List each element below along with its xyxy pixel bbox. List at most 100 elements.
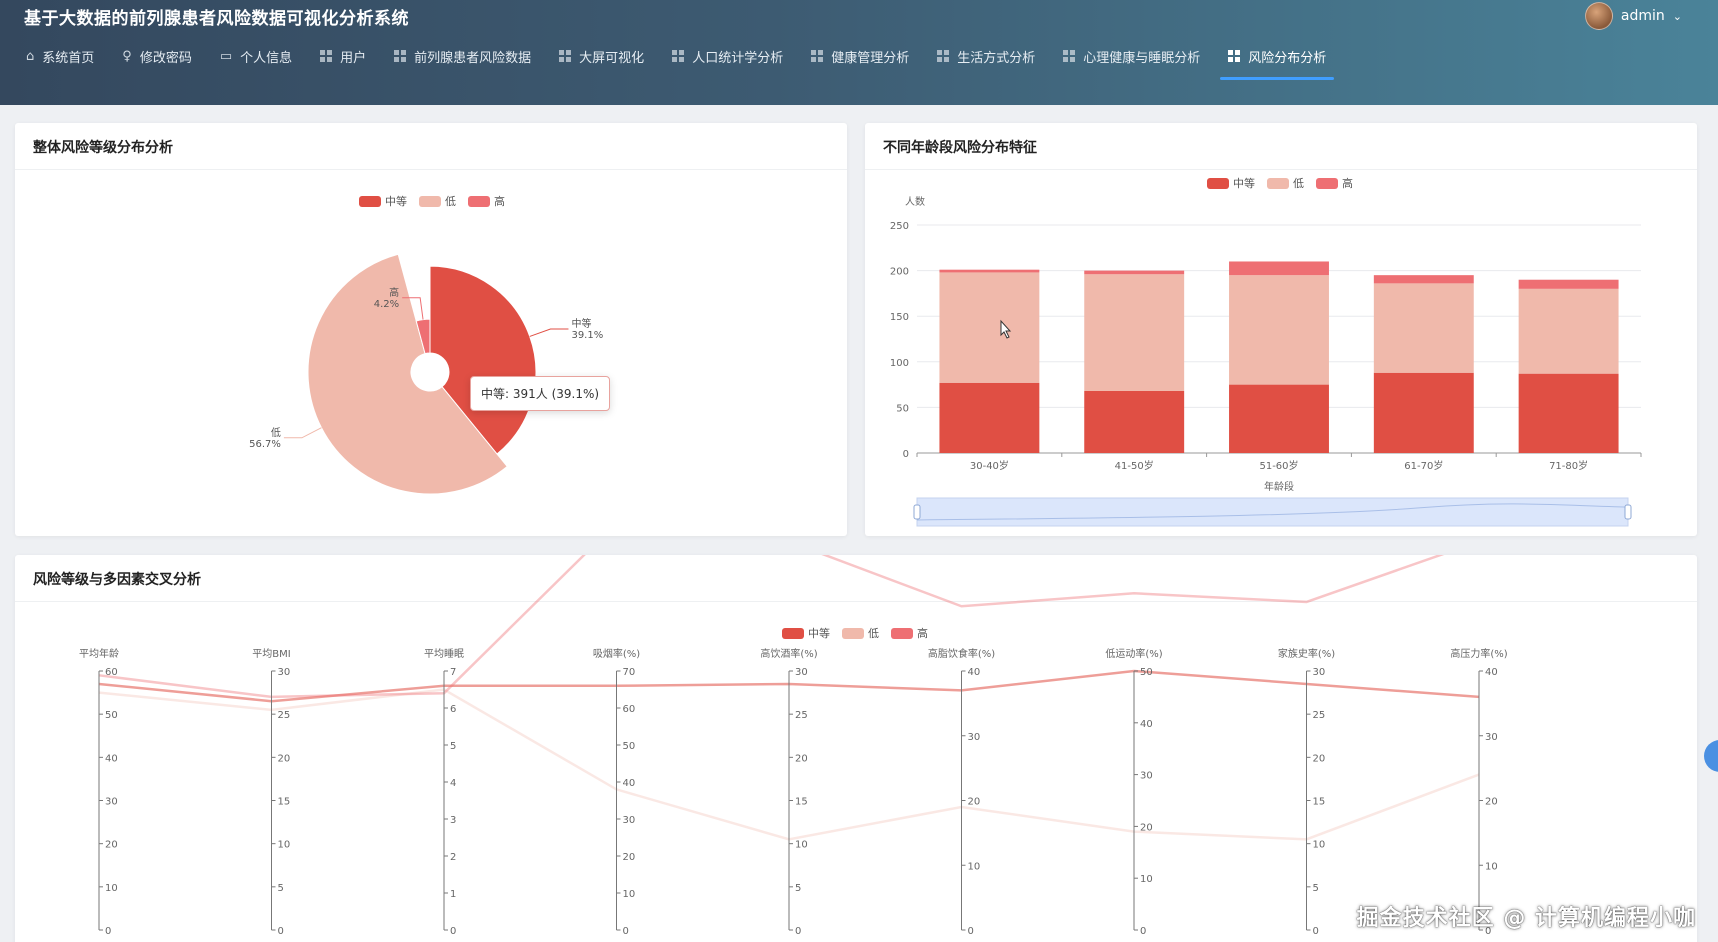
nav-item-3[interactable]: 用户 <box>306 36 380 76</box>
parallel-axis-name: 高脂饮食率(%) <box>928 647 995 660</box>
pie-slice-2 <box>415 318 431 355</box>
parallel-tick-label: 20 <box>623 852 636 863</box>
nav-item-label: 风险分布分析 <box>1248 50 1327 66</box>
age-bar-card: 不同年龄段风险分布特征 中等 低 高 0 50 100 150 200 250 人数 30-40岁… <box>865 123 1697 536</box>
legend-label: 高 <box>1342 177 1353 190</box>
legend-item[interactable]: 低 <box>419 193 456 209</box>
parallel-tick-label: 50 <box>1140 667 1153 678</box>
top-header: 基于大数据的前列腺患者风险数据可视化分析系统 admin ⌄ ⌂ 系统首页 ♀ 修改密… <box>0 0 1718 105</box>
y-tick-label: 100 <box>890 358 909 369</box>
nav-item-4[interactable]: 前列腺患者风险数据 <box>380 36 545 76</box>
x-tick-label: 30-40岁 <box>970 459 1009 472</box>
legend-swatch <box>359 195 381 207</box>
nav-item-label: 心理健康与睡眠分析 <box>1083 50 1201 66</box>
nav-item-2[interactable]: ▭ 个人信息 <box>206 36 306 76</box>
card-title-multi: 风险等级与多因素交叉分析 <box>33 572 201 588</box>
x-tick-label: 51-60岁 <box>1259 459 1298 472</box>
pie-slice-0 <box>429 265 537 455</box>
parallel-tick-label: 0 <box>623 926 629 937</box>
parallel-tick-label: 0 <box>450 926 456 937</box>
parallel-tick-label: 25 <box>795 710 808 721</box>
parallel-tick-label: 30 <box>278 667 291 678</box>
legend-item[interactable]: 低 <box>842 625 879 641</box>
parallel-tick-label: 10 <box>105 883 118 894</box>
pie-label-line <box>529 328 569 337</box>
parallel-tick-label: 0 <box>1313 926 1319 937</box>
grid-icon <box>1063 50 1076 62</box>
parallel-tick-label: 50 <box>623 741 636 752</box>
y-axis-label: 人数 <box>905 195 925 208</box>
parallel-axis-name: 家族史率(%) <box>1278 647 1335 660</box>
divider <box>15 169 847 170</box>
parallel-axis-name: 平均BMI <box>252 648 290 660</box>
legend-swatch <box>468 195 490 207</box>
watermark: 掘金技术社区 @ 计算机编程小咖 <box>1356 906 1696 931</box>
grid-icon <box>320 50 333 62</box>
parallel-tick-label: 60 <box>105 667 118 678</box>
bar-segment <box>1084 390 1185 453</box>
pie-label-name: 低 <box>271 426 281 439</box>
y-tick-label: 50 <box>896 403 909 414</box>
parallel-tick-label: 60 <box>623 704 636 715</box>
nav-item-8[interactable]: 生活方式分析 <box>923 36 1049 76</box>
username[interactable]: admin <box>1620 8 1665 24</box>
nav-item-10[interactable]: 风险分布分析 <box>1214 36 1340 80</box>
legend-item[interactable]: 高 <box>1316 175 1353 191</box>
parallel-tick-label: 30 <box>105 797 118 808</box>
pie-label-percent: 56.7% <box>249 439 281 450</box>
legend-item[interactable]: 中等 <box>359 193 407 209</box>
parallel-tick-label: 7 <box>450 667 456 678</box>
legend-swatch <box>891 627 913 639</box>
bar-segment <box>1518 279 1619 289</box>
parallel-tick-label: 25 <box>278 710 291 721</box>
legend-item[interactable]: 高 <box>468 193 505 209</box>
divider <box>865 169 1697 170</box>
bar-segment <box>939 272 1040 383</box>
nav-item-label: 健康管理分析 <box>831 50 910 66</box>
parallel-axis-name: 高饮酒率(%) <box>760 647 817 660</box>
y-tick-label: 150 <box>890 312 909 323</box>
avatar[interactable] <box>1584 2 1613 30</box>
x-axis-label: 年龄段 <box>1264 480 1294 493</box>
parallel-tick-label: 5 <box>1313 883 1319 894</box>
parallel-tick-label: 20 <box>968 797 981 808</box>
parallel-series-line <box>98 555 1445 699</box>
parallel-tick-label: 10 <box>968 861 981 872</box>
nav-item-0[interactable]: ⌂ 系统首页 <box>12 36 108 76</box>
parallel-tick-label: 20 <box>795 753 808 764</box>
main-nav: ⌂ 系统首页 ♀ 修改密码 ▭ 个人信息 用户 前列腺患者风险数据 大屏可视化 人口统计学分析 健康… <box>12 36 1340 80</box>
parallel-tick-label: 30 <box>795 667 808 678</box>
bar-segment <box>1373 372 1474 453</box>
nav-item-1[interactable]: ♀ 修改密码 <box>108 36 206 76</box>
parallel-tick-label: 0 <box>968 926 974 937</box>
nav-item-label: 生活方式分析 <box>957 50 1036 66</box>
legend-item[interactable]: 中等 <box>782 625 830 641</box>
nav-item-9[interactable]: 心理健康与睡眠分析 <box>1049 36 1214 76</box>
legend-item[interactable]: 高 <box>891 625 928 641</box>
bar-legend: 中等 低 高 <box>1207 175 1353 191</box>
side-float-button[interactable] <box>1704 740 1718 772</box>
bar-segment <box>1229 275 1329 385</box>
legend-swatch <box>842 627 864 639</box>
datazoom-preview-line <box>916 503 1629 521</box>
nav-item-5[interactable]: 大屏可视化 <box>545 36 658 76</box>
parallel-tick-label: 0 <box>105 926 111 937</box>
datazoom-handle-right <box>1624 504 1632 520</box>
nav-item-label: 前列腺患者风险数据 <box>414 50 532 66</box>
parallel-tick-label: 70 <box>623 667 636 678</box>
parallel-legend: 中等 低 高 <box>782 625 928 641</box>
multi-factor-card: 风险等级与多因素交叉分析 平均年龄 0 10 20 30 40 50 60 平均BMI 0 5 10 1… <box>15 555 1697 942</box>
y-tick-label: 200 <box>890 267 909 278</box>
legend-item[interactable]: 中等 <box>1207 175 1255 191</box>
chevron-down-icon[interactable]: ⌄ <box>1672 9 1682 23</box>
parallel-tick-label: 6 <box>450 704 456 715</box>
parallel-tick-label: 40 <box>623 778 636 789</box>
nav-item-6[interactable]: 人口统计学分析 <box>658 36 797 76</box>
parallel-tick-label: 20 <box>1313 753 1326 764</box>
legend-item[interactable]: 低 <box>1267 175 1304 191</box>
user-menu[interactable]: admin ⌄ <box>1584 2 1682 30</box>
bar-segment <box>1373 275 1474 284</box>
nav-item-7[interactable]: 健康管理分析 <box>797 36 923 76</box>
legend-label: 中等 <box>808 627 830 640</box>
